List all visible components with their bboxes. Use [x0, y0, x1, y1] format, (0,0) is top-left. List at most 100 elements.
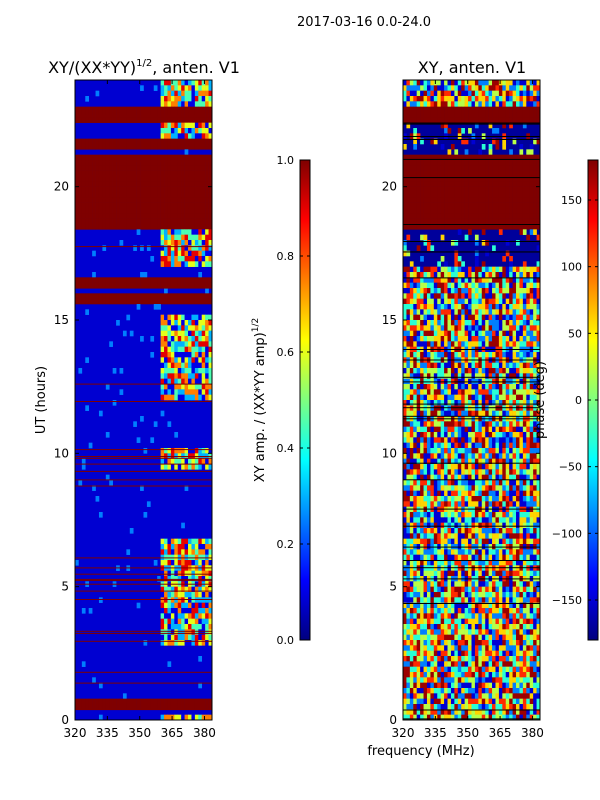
heatmap-cell — [426, 160, 431, 166]
heatmap-cell — [426, 197, 431, 203]
heatmap-cell — [423, 117, 428, 123]
heatmap-cell — [136, 213, 141, 219]
heatmap-cell — [478, 154, 483, 161]
heatmap-cell — [423, 192, 428, 198]
heatmap-cell — [522, 394, 527, 401]
heatmap-cell — [522, 410, 527, 417]
heatmap-cell — [157, 224, 161, 230]
heatmap-cell — [198, 378, 203, 385]
heatmap-cell — [474, 496, 479, 502]
heatmap-cell — [403, 106, 407, 113]
heatmap-cell — [160, 714, 165, 721]
heatmap-cell — [512, 432, 517, 438]
heatmap-cell — [454, 293, 459, 299]
heatmap-cell — [167, 368, 172, 374]
heatmap-cell — [188, 224, 192, 230]
heatmap-cell — [416, 448, 421, 454]
heatmap-cell — [403, 117, 407, 123]
heatmap-cell — [516, 272, 520, 278]
heatmap-cell — [457, 512, 462, 518]
heatmap-cell — [201, 549, 206, 555]
heatmap-cell — [471, 400, 476, 406]
heatmap-cell — [194, 624, 199, 630]
heatmap-cell — [505, 213, 510, 219]
heatmap-cell — [174, 96, 179, 102]
heatmap-cell — [461, 480, 465, 486]
heatmap-cell — [201, 624, 206, 630]
heatmap-cell — [85, 298, 89, 305]
heatmap-cell — [447, 330, 452, 337]
heatmap-cell — [440, 453, 445, 459]
heatmap-cell — [464, 442, 469, 449]
heatmap-cell — [444, 384, 448, 390]
heatmap-cell — [167, 560, 172, 566]
heatmap-cell — [536, 197, 541, 203]
heatmap-cell — [122, 192, 127, 198]
heatmap-cell — [140, 208, 144, 214]
heatmap-cell — [406, 117, 411, 123]
heatmap-cell — [140, 117, 144, 123]
heatmap-cell — [437, 410, 441, 417]
heatmap-cell — [194, 181, 199, 187]
heatmap-cell — [502, 288, 507, 294]
heatmap-cell — [191, 384, 196, 390]
heatmap-cell — [75, 117, 79, 123]
heatmap-cell — [447, 282, 452, 289]
heatmap-cell — [406, 373, 411, 379]
heatmap-cell — [526, 234, 531, 241]
heatmap-cell — [488, 186, 493, 193]
heatmap-cell — [146, 144, 151, 150]
heatmap-cell — [170, 298, 175, 305]
heatmap-cell — [478, 341, 483, 347]
heatmap-cell — [160, 106, 165, 113]
heatmap-cell — [461, 501, 465, 507]
heatmap-cell — [201, 282, 206, 289]
heatmap-cell — [512, 165, 517, 171]
heatmap-cell — [160, 464, 165, 470]
heatmap-cell — [444, 176, 448, 182]
heatmap-cell — [430, 453, 435, 459]
heatmap-cell — [433, 165, 438, 171]
heatmap-cell — [409, 192, 414, 198]
heatmap-cell — [170, 202, 175, 209]
heatmap-cell — [478, 224, 483, 230]
heatmap-cell — [423, 106, 428, 113]
heatmap-cell — [205, 373, 209, 379]
heatmap-cell — [536, 293, 541, 299]
heatmap-cell — [170, 698, 175, 705]
heatmap-cell — [140, 224, 144, 230]
heatmap-cell — [102, 165, 107, 171]
heatmap-cell — [153, 208, 158, 214]
heatmap-cell — [471, 282, 476, 289]
heatmap-cell — [403, 277, 407, 283]
heatmap-cell — [191, 234, 196, 241]
heatmap-cell — [478, 474, 483, 481]
heatmap-cell — [495, 485, 500, 491]
heatmap-cell — [447, 448, 452, 454]
heatmap-cell — [208, 218, 213, 225]
heatmap-cell — [529, 512, 534, 518]
heatmap-cell — [512, 421, 517, 427]
heatmap-cell — [198, 112, 203, 118]
heatmap-cell — [170, 576, 175, 582]
heatmap-cell — [201, 608, 206, 614]
heatmap-cell — [450, 224, 455, 230]
heatmap-cell — [208, 378, 213, 385]
heatmap-cell — [457, 389, 462, 395]
heatmap-cell — [167, 314, 172, 321]
heatmap-cell — [533, 160, 537, 166]
heatmap-cell — [177, 352, 182, 358]
heatmap-cell — [78, 213, 83, 219]
heatmap-cell — [198, 570, 203, 577]
heatmap-cell — [95, 181, 100, 187]
heatmap-cell — [174, 213, 179, 219]
heatmap-cell — [423, 474, 428, 481]
heatmap-cell — [430, 410, 435, 417]
heatmap-cell — [516, 320, 520, 326]
heatmap-cell — [471, 410, 476, 417]
heatmap-cell — [519, 480, 524, 486]
heatmap-cell — [464, 474, 469, 481]
heatmap-cell — [485, 394, 489, 401]
heatmap-cell — [502, 490, 507, 497]
heatmap-cell — [516, 442, 520, 449]
